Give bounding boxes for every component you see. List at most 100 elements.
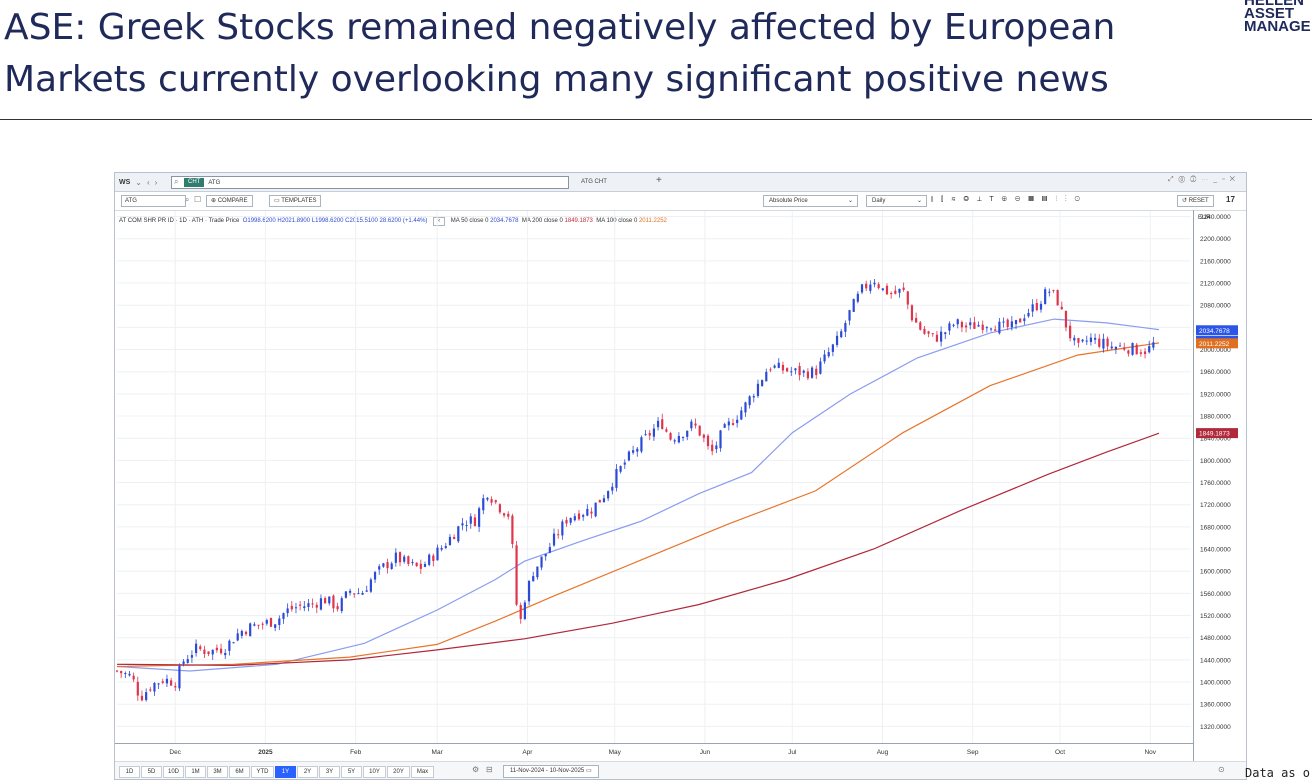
logo-line1: HELLEN [1244,0,1304,9]
candle-body [1123,347,1126,350]
candle-body [765,371,768,382]
candle-body [690,421,693,429]
range-button-5d[interactable]: 5D [141,766,162,778]
candle-body [844,323,847,332]
command-input[interactable]: ⌕ CHT ATG [171,176,569,189]
price-chart[interactable]: 2240.0000 2200.0000 2160.0000 2120.0000 2080… [115,173,1246,779]
candle-body [1089,337,1093,343]
candle-body [552,533,556,546]
reset-icon: ↺ [1182,198,1189,204]
settings-icon[interactable]: ⚙ [472,765,480,774]
range-button-max[interactable]: Max [411,766,434,778]
calendar-toggle-icon[interactable]: ⊟ [486,765,493,774]
function-chip[interactable]: CHT [184,178,205,187]
range-button-1m[interactable]: 1M [185,766,206,778]
candle-body [756,383,760,396]
y-tick-label: 1480.0000 [1200,635,1231,642]
reset-button[interactable]: ↺ RESET [1177,195,1214,207]
candle-body [1035,303,1038,311]
candle-body [973,322,976,329]
templates-button[interactable]: ▭ TEMPLATES [269,195,322,207]
drawing-tools[interactable]: ⫾ ⫿ ≋ ◎ ⊥ T ⊕ ⊖ ▦ ▤ ⫶ ⁝ ⊙ [931,196,1083,203]
back-icon[interactable]: ‹ [146,177,150,187]
candle-body [731,423,735,425]
forward-icon[interactable]: › [154,177,158,187]
candle-body [969,322,972,326]
range-button-2y[interactable]: 2Y [297,766,318,778]
candle-body [985,327,988,329]
x-tick-label: Mar [432,749,444,756]
x-tick-label: May [609,749,622,756]
candle-body [294,607,298,609]
candle-body [852,299,855,312]
candle-body [128,673,131,676]
candle-body [407,556,410,564]
range-button-10y[interactable]: 10Y [363,766,386,778]
range-button-6m[interactable]: 6M [229,766,250,778]
collapse-legend-button[interactable]: ‹ [433,217,446,226]
chevron-down-icon[interactable]: ⌄ [135,177,142,187]
candle-body [877,284,880,289]
price-mode-select[interactable]: Absolute Price ⌄ [763,195,858,207]
interval-select[interactable]: Daily ⌄ [866,195,927,207]
y-tick-label: 2080.0000 [1200,303,1231,310]
security-input[interactable]: ATG [121,195,186,207]
candle-body [702,434,705,438]
candle-body [473,517,477,527]
y-tick-label: 1880.0000 [1200,414,1231,421]
legend-ma50-label: MA 50 close 0 [450,218,489,224]
candle-body [669,433,672,440]
candle-body [269,617,273,627]
candle-body [977,325,980,327]
compare-button[interactable]: ⊕ COMPARE [206,195,253,207]
candle-body [948,323,951,331]
time-axis[interactable] [115,743,1193,762]
candle-body [989,328,993,330]
currency-label[interactable]: EUR [1198,215,1211,221]
reset-label: RESET [1188,198,1209,204]
candle-body [777,362,780,368]
candle-body [952,324,955,326]
candle-body [1102,338,1105,349]
candle-body [665,429,668,432]
clear-icon[interactable]: ☐ [194,195,202,204]
candle-body [1014,320,1018,324]
candle-body [773,365,776,368]
candle-body [340,598,343,612]
candle-body [261,623,264,625]
range-button-5y[interactable]: 5Y [341,766,362,778]
candle-body [507,513,510,517]
ma-line [116,318,1160,672]
y-tick-label: 1520.0000 [1200,613,1231,620]
candle-body [648,433,651,436]
candle-body [994,329,997,331]
y-tick-label: 2000.0000 [1200,347,1231,354]
range-button-ytd[interactable]: YTD [251,766,274,778]
candle-body [819,361,822,374]
candle-body [744,402,747,413]
candle-body [369,579,372,592]
candle-body [319,598,323,610]
goto-realtime-icon[interactable]: ⊙ [1218,765,1225,774]
candle-body [577,513,581,520]
workspace-label[interactable]: WS [119,178,131,186]
range-button-1y[interactable]: 1Y [275,766,296,778]
range-button-1d[interactable]: 1D [119,766,140,778]
new-tab-button[interactable]: + [656,175,662,186]
range-button-3m[interactable]: 3M [207,766,228,778]
date-range-field[interactable]: 11-Nov-2024 - 10-Nov-2025 ▭ [503,765,599,778]
y-tick-label: 1920.0000 [1200,391,1231,398]
range-button-10d[interactable]: 10D [163,766,184,778]
candle-body [890,292,893,294]
tab-atg-cht[interactable]: ATG CHT [569,176,665,188]
candle-body [511,515,514,545]
candle-body [324,598,327,604]
search-icon[interactable]: ⌕ [185,195,190,204]
candle-body [557,534,560,536]
range-button-3y[interactable]: 3Y [319,766,340,778]
window-controls[interactable]: ⤢⓪⓵⋯_▫✕ [1167,176,1240,183]
candle-body [532,576,535,582]
candle-body [336,606,339,610]
range-button-20y[interactable]: 20Y [387,766,410,778]
candle-body [677,435,680,443]
